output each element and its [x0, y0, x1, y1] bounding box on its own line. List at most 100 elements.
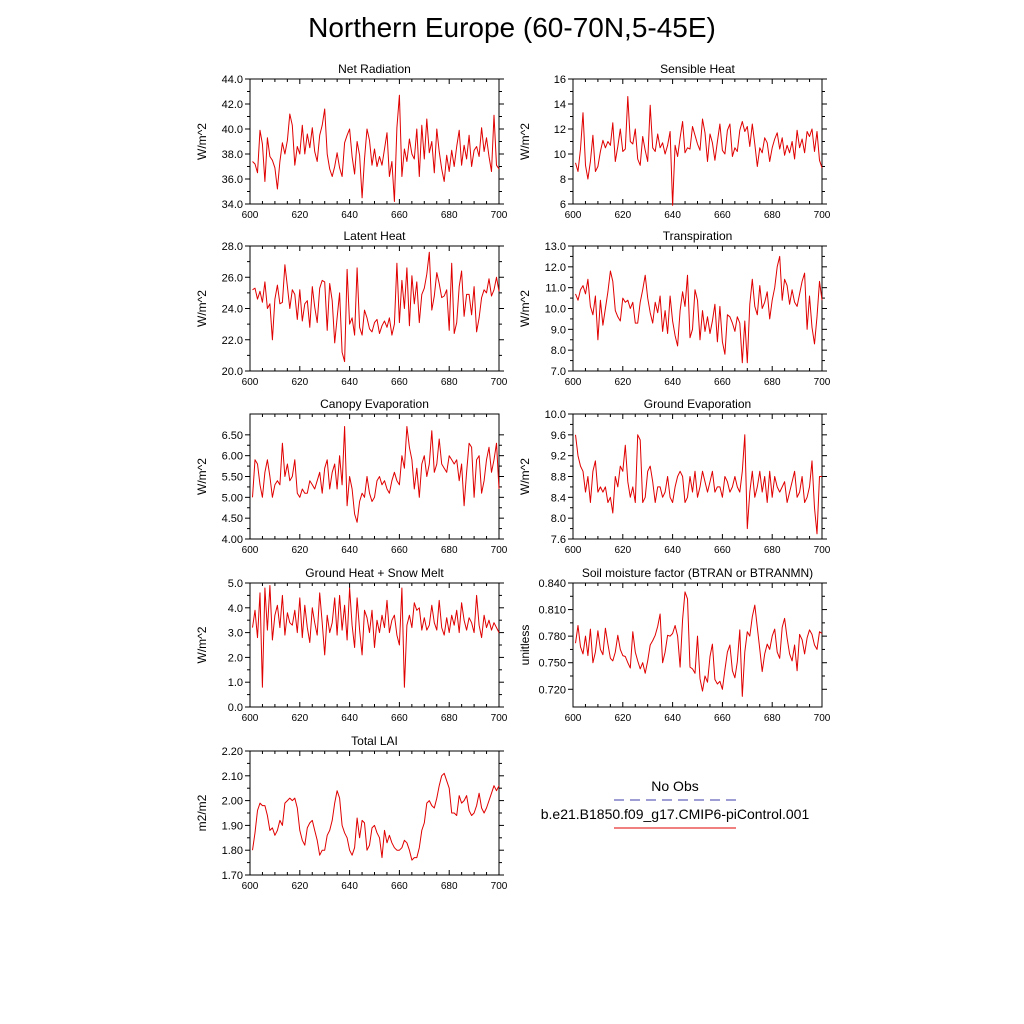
x-tick-label: 660	[714, 210, 731, 221]
x-tick-label: 700	[491, 713, 508, 724]
y-tick-label: 28.0	[222, 241, 243, 253]
x-tick-label: 680	[441, 210, 458, 221]
x-tick-label: 700	[491, 545, 508, 556]
x-tick-label: 680	[764, 377, 781, 388]
y-axis-label: W/m^2	[195, 123, 209, 160]
y-tick-label: 26.0	[222, 272, 243, 284]
y-tick-label: 1.70	[222, 870, 243, 882]
series-line	[252, 585, 500, 688]
x-tick-label: 620	[291, 713, 308, 724]
x-tick-label: 680	[441, 713, 458, 724]
x-tick-label: 620	[291, 377, 308, 388]
y-tick-label: 22.0	[222, 335, 243, 347]
y-tick-label: 11.0	[545, 283, 566, 295]
x-tick-label: 640	[341, 210, 358, 221]
y-axis-label: unitless	[518, 625, 532, 666]
y-tick-label: 6.00	[222, 451, 243, 463]
x-tick-label: 660	[391, 545, 408, 556]
x-tick-label: 600	[242, 545, 259, 556]
x-tick-label: 620	[291, 545, 308, 556]
series-line	[575, 434, 822, 535]
y-tick-label: 9.6	[551, 430, 566, 442]
y-tick-label: 0.0	[228, 702, 243, 714]
x-tick-label: 660	[391, 210, 408, 221]
y-tick-label: 0.840	[538, 578, 566, 590]
y-axis-label: W/m^2	[195, 458, 209, 495]
chart-panel: 600 620 640 660 680 700 4.00 4.50 5.00 5.50 6.00 6.…	[195, 397, 508, 556]
x-tick-label: 640	[664, 377, 681, 388]
panel-title: Canopy Evaporation	[320, 397, 429, 411]
y-tick-label: 0.780	[538, 631, 566, 643]
series-line	[252, 94, 500, 202]
panel-title: Transpiration	[663, 229, 733, 243]
x-tick-label: 700	[814, 713, 831, 724]
y-tick-label: 14	[554, 99, 566, 111]
x-tick-label: 680	[764, 545, 781, 556]
x-tick-label: 660	[391, 881, 408, 892]
x-tick-label: 620	[614, 377, 631, 388]
y-tick-label: 9.2	[551, 451, 566, 463]
x-tick-label: 600	[242, 210, 259, 221]
chart-panel: 600 620 640 660 680 700 0.720 0.750 0.780 0.810 0.…	[518, 566, 831, 724]
chart-panel: 600 620 640 660 680 700 6 8 10 12 14 16 Sensible Hea…	[518, 62, 831, 221]
plot-frame	[249, 413, 500, 540]
y-tick-label: 9.0	[551, 324, 566, 336]
plot-frame	[572, 413, 823, 540]
y-tick-label: 8.0	[551, 513, 566, 525]
chart-panel: 600 620 640 660 680 700 7.6 8.0 8.4 8.8 9.2 9.6 10.0…	[518, 397, 831, 556]
y-tick-label: 0.720	[538, 684, 566, 696]
x-tick-label: 640	[664, 713, 681, 724]
y-tick-label: 7.6	[551, 534, 566, 546]
x-tick-label: 620	[614, 545, 631, 556]
chart-panel: 600 620 640 660 680 700 0.0 1.0 2.0 3.0 4.0 5.0 Grou…	[195, 566, 508, 724]
panel-title: Ground Evaporation	[644, 397, 751, 411]
y-tick-label: 0.750	[538, 658, 566, 670]
y-tick-label: 10	[554, 149, 566, 161]
x-tick-label: 600	[565, 545, 582, 556]
y-tick-label: 4.0	[228, 603, 243, 615]
plot-frame	[572, 245, 823, 372]
plot-frame	[249, 245, 500, 372]
figure-title: Northern Europe (60-70N,5-45E)	[308, 12, 716, 43]
series-line	[575, 96, 823, 206]
x-tick-label: 680	[441, 377, 458, 388]
legend-obs-line	[614, 799, 736, 801]
y-axis-label: W/m^2	[195, 626, 209, 663]
x-tick-label: 700	[814, 377, 831, 388]
panel-title: Ground Heat + Snow Melt	[305, 566, 444, 580]
x-tick-label: 600	[242, 377, 259, 388]
x-tick-label: 700	[491, 377, 508, 388]
y-tick-label: 16	[554, 74, 566, 86]
x-tick-label: 680	[441, 545, 458, 556]
x-tick-label: 700	[814, 210, 831, 221]
panel-title: Net Radiation	[338, 62, 411, 76]
y-tick-label: 36.0	[222, 174, 243, 186]
x-tick-label: 680	[764, 713, 781, 724]
y-tick-label: 2.00	[222, 796, 243, 808]
y-axis-label: W/m^2	[518, 290, 532, 327]
y-tick-label: 10.0	[545, 304, 566, 316]
legend: No Obs b.e21.B1850.f09_g17.CMIP6-piContr…	[512, 776, 838, 832]
x-tick-label: 620	[291, 881, 308, 892]
y-tick-label: 8.4	[551, 492, 566, 504]
y-tick-label: 44.0	[222, 74, 243, 86]
x-tick-label: 640	[341, 881, 358, 892]
x-tick-label: 620	[291, 210, 308, 221]
plot-frame	[249, 750, 500, 876]
series-line	[575, 255, 823, 364]
x-tick-label: 600	[565, 210, 582, 221]
chart-panel: 600 620 640 660 680 700 20.0 22.0 24.0 26.0 28.0 La…	[195, 229, 508, 388]
x-tick-label: 680	[764, 210, 781, 221]
y-tick-label: 5.0	[228, 578, 243, 590]
y-tick-label: 40.0	[222, 124, 243, 136]
series-line	[575, 591, 823, 697]
y-tick-label: 1.0	[228, 677, 243, 689]
x-tick-label: 600	[565, 713, 582, 724]
series-line	[252, 251, 500, 363]
series-line	[252, 426, 500, 523]
y-tick-label: 42.0	[222, 99, 243, 111]
legend-model-label: b.e21.B1850.f09_g17.CMIP6-piControl.001	[540, 806, 810, 822]
x-tick-label: 660	[714, 377, 731, 388]
series-line	[252, 772, 500, 861]
